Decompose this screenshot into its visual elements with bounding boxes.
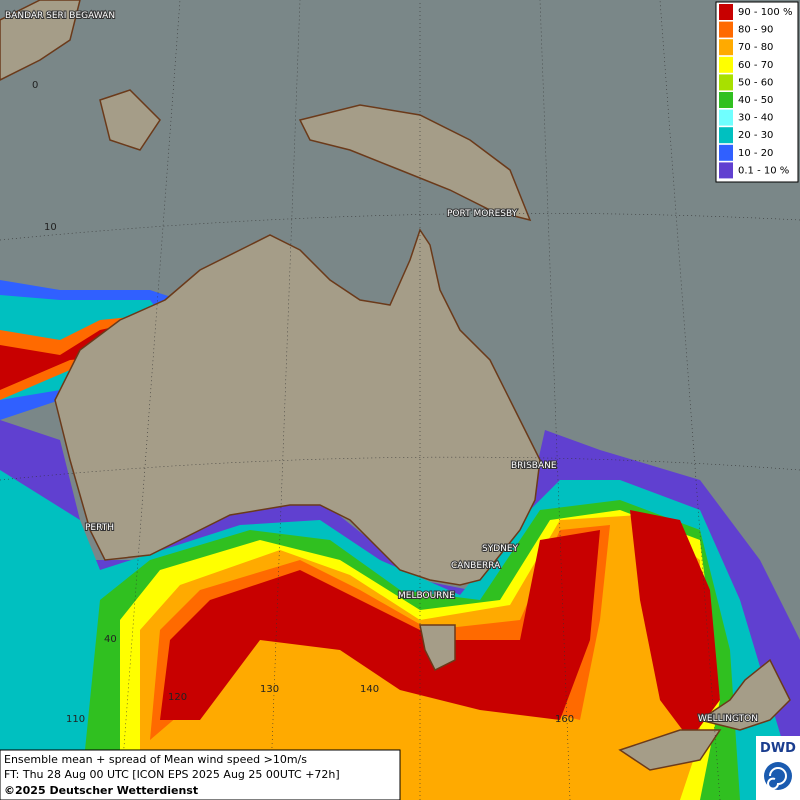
legend-label: 10 - 20 <box>738 148 773 159</box>
legend-label: 60 - 70 <box>738 60 773 71</box>
grid-label: 120 <box>168 692 187 703</box>
caption: Ensemble mean + spread of Mean wind spee… <box>0 749 401 800</box>
grid-label: 10 <box>44 222 57 233</box>
grid-label: 0 <box>32 80 38 91</box>
legend-label: 40 - 50 <box>738 95 773 106</box>
city-label: BANDAR SERI BEGAWAN <box>5 11 115 21</box>
legend-label: 90 - 100 % <box>738 7 792 18</box>
city-label: WELLINGTON <box>698 714 758 724</box>
legend-label: 0.1 - 10 % <box>738 165 789 176</box>
grid-label: 130 <box>260 684 279 695</box>
grid-label: 110 <box>66 714 85 725</box>
logo-text: DWD <box>760 741 796 756</box>
caption-line: FT: Thu 28 Aug 00 UTC [ICON EPS 2025 Aug… <box>4 768 340 781</box>
land <box>0 0 791 771</box>
legend-swatch <box>719 144 733 161</box>
legend-label: 70 - 80 <box>738 42 773 53</box>
legend-swatch <box>719 109 733 126</box>
legend-swatch <box>719 92 733 108</box>
logo-icon <box>764 762 792 790</box>
grid-label: 160 <box>555 714 574 725</box>
grid-label: 140 <box>360 684 379 695</box>
grid-label: 40 <box>104 634 117 645</box>
legend-swatch <box>719 56 733 73</box>
legend-swatch <box>719 162 733 179</box>
legend-swatch <box>719 4 733 20</box>
legend-label: 50 - 60 <box>738 77 773 88</box>
city-label: SYDNEY <box>482 544 519 554</box>
legend-label: 30 - 40 <box>738 113 773 124</box>
caption-line: Ensemble mean + spread of Mean wind spee… <box>4 753 307 766</box>
logo: DWD <box>756 736 800 800</box>
caption-line: ©2025 Deutscher Wetterdienst <box>4 784 198 797</box>
legend-swatch <box>719 74 733 91</box>
city-label: PERTH <box>85 523 114 533</box>
legend-swatch <box>719 39 733 56</box>
city-label: PORT MORESBY <box>447 209 518 219</box>
logo-swirl <box>767 767 787 790</box>
legend-label: 20 - 30 <box>738 130 773 141</box>
city-label: MELBOURNE <box>398 591 455 601</box>
legend-swatch <box>719 127 733 144</box>
grid-labels: 0 10 40 110 120 130 140 160 <box>32 80 574 725</box>
city-label: BRISBANE <box>511 461 557 471</box>
caption-box <box>0 749 401 800</box>
cities: BANDAR SERI BEGAWAN PORT MORESBY BRISBAN… <box>4 10 759 725</box>
legend: 90 - 100 % 80 - 90 70 - 80 60 - 70 50 - 60 40… <box>715 1 799 183</box>
legend-label: 80 - 90 <box>738 25 773 36</box>
city-label: CANBERRA <box>451 561 501 571</box>
legend-swatch <box>719 21 733 38</box>
